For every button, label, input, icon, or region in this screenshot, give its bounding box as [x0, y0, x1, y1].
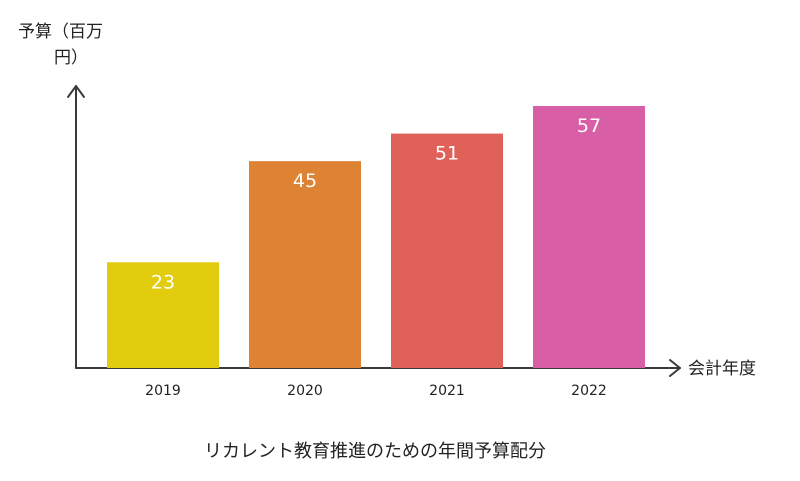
x-axis-arrow-icon [669, 359, 681, 377]
x-tick-label-2020: 2020 [287, 383, 323, 399]
x-tick-label-2019: 2019 [145, 383, 181, 399]
bar-value-label-2019: 23 [151, 271, 175, 293]
x-tick-label-2021: 2021 [429, 383, 465, 399]
bar-value-label-2020: 45 [293, 170, 317, 192]
y-axis-label-line1: 予算（百万 [18, 22, 103, 42]
chart-title: リカレント教育推進のための年間予算配分 [204, 441, 546, 462]
bar-2019 [107, 262, 219, 368]
x-axis-label: 会計年度 [688, 359, 756, 379]
x-tick-label-2022: 2022 [571, 383, 607, 399]
bar-value-label-2022: 57 [577, 115, 601, 137]
bar-value-label-2021: 51 [435, 143, 459, 165]
bar-2022 [533, 106, 645, 368]
bar-2020 [249, 161, 361, 368]
bars-group: 23 2019 45 2020 51 2021 57 2022 [107, 106, 645, 399]
bar-2021 [391, 133, 503, 368]
y-axis-label-line2: 円） [54, 48, 88, 68]
